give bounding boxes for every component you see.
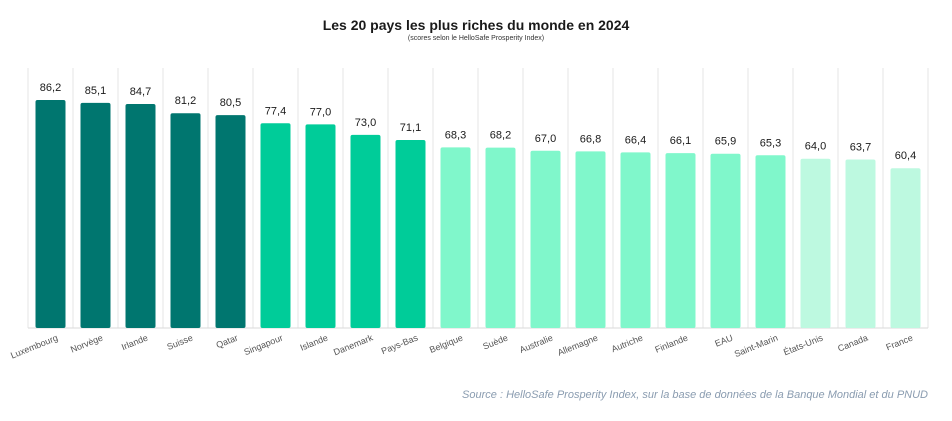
bar — [530, 150, 561, 328]
data-label: 77,4 — [265, 105, 286, 117]
bar — [890, 168, 921, 328]
data-label: 65,9 — [715, 136, 736, 148]
tick-label: Islande — [299, 333, 330, 353]
chart-title: Les 20 pays les plus riches du monde en … — [322, 17, 630, 33]
bar — [170, 113, 201, 328]
data-label: 66,1 — [670, 135, 691, 147]
data-label: 77,0 — [310, 106, 331, 118]
bar — [80, 102, 111, 328]
bar — [125, 103, 156, 328]
tick-label: France — [885, 333, 915, 353]
tick-label: Pays-Bas — [380, 332, 420, 356]
data-label: 60,4 — [895, 150, 916, 162]
bar — [350, 134, 381, 328]
tick-label: EAU — [713, 333, 734, 349]
tick-label: États-Unis — [782, 332, 825, 357]
tick-label: Belgique — [428, 333, 464, 355]
tick-label: Saint-Marin — [733, 333, 779, 360]
data-label: 68,2 — [490, 130, 511, 142]
data-label: 73,0 — [355, 117, 376, 129]
bar — [755, 155, 786, 328]
data-label: 66,8 — [580, 133, 601, 145]
chart-subtitle: (scores selon le HelloSafe Prosperity In… — [407, 35, 545, 42]
data-label: 81,2 — [175, 95, 196, 107]
bar — [845, 159, 876, 328]
data-label: 68,3 — [445, 129, 466, 141]
bar — [305, 124, 336, 328]
tick-label: Irlande — [120, 333, 149, 353]
tick-label: Finlande — [653, 333, 689, 355]
data-label: 71,1 — [400, 122, 421, 134]
tick-label: Suède — [481, 333, 509, 352]
data-label: 86,2 — [40, 82, 61, 94]
bar — [800, 158, 831, 328]
data-label: 80,5 — [220, 97, 241, 109]
data-label: 67,0 — [535, 133, 556, 145]
tick-label: Canada — [836, 333, 869, 354]
bar — [575, 151, 606, 328]
tick-label: Autriche — [610, 333, 644, 355]
data-label: 84,7 — [130, 86, 151, 98]
bar — [260, 123, 291, 329]
bar — [485, 147, 516, 328]
data-label: 63,7 — [850, 142, 871, 154]
tick-label: Danemark — [332, 332, 375, 357]
tick-label: Qatar — [215, 333, 240, 351]
bar — [710, 153, 741, 328]
bar — [215, 115, 246, 328]
tick-label: Norvège — [69, 333, 104, 355]
bar — [665, 153, 696, 328]
tick-label: Suisse — [165, 333, 194, 352]
tick-label: Australie — [518, 333, 554, 355]
data-label: 85,1 — [85, 85, 106, 97]
bar — [620, 152, 651, 328]
data-label: 66,4 — [625, 134, 646, 146]
bar — [35, 100, 66, 328]
tick-label: Singapour — [242, 333, 284, 358]
source-note: Source : HelloSafe Prosperity Index, sur… — [462, 389, 928, 401]
data-label: 65,3 — [760, 137, 781, 149]
bar — [395, 139, 426, 328]
tick-label: Luxembourg — [9, 333, 59, 361]
bar — [440, 147, 471, 328]
data-label: 64,0 — [805, 141, 826, 153]
tick-label: Allemagne — [556, 333, 599, 358]
